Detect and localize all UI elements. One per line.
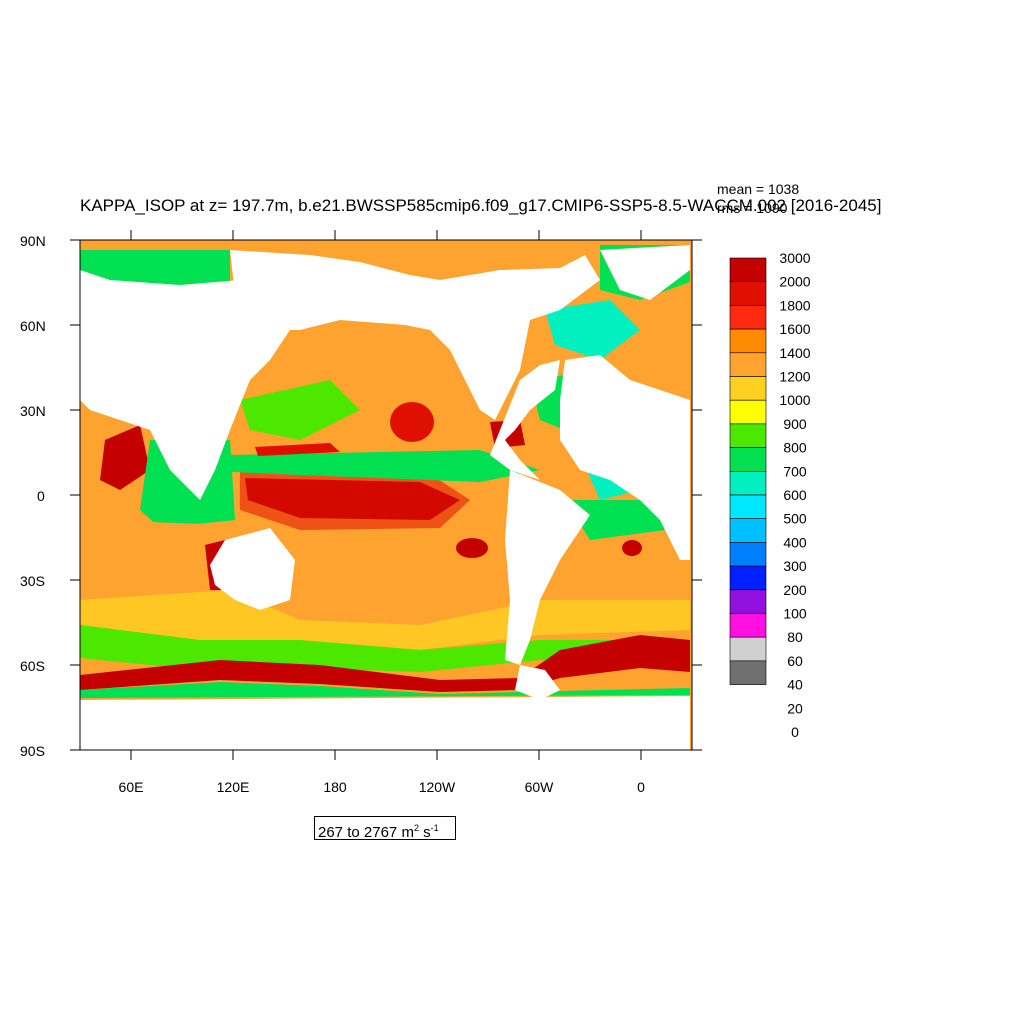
colorbar-swatch <box>729 542 767 567</box>
np-subtropical-max <box>390 402 434 442</box>
xlabel-60e: 60E <box>119 779 144 795</box>
colorbar-label: 800 <box>783 440 807 456</box>
colorbar-swatch <box>729 470 767 496</box>
indian-orange <box>90 520 235 610</box>
ylabel-0: 0 <box>37 488 45 504</box>
colorbar-label: 300 <box>783 558 807 574</box>
arabian-red <box>100 425 150 490</box>
colorbar-swatch <box>729 613 767 638</box>
southern-green <box>80 625 690 672</box>
colorbar-swatch <box>729 423 767 448</box>
colorbar-label: 1000 <box>779 392 810 408</box>
land-greenland <box>600 245 690 300</box>
land-eurasia-east <box>230 250 600 420</box>
colorbar-label: 20 <box>787 700 803 716</box>
colorbar-swatch <box>729 660 767 685</box>
colorbar-label: 700 <box>783 463 807 479</box>
y-axis <box>70 239 702 751</box>
range-exp-m: 2 <box>413 823 419 833</box>
ylabel-30n: 30N <box>20 403 46 419</box>
colorbar-label: 900 <box>783 416 807 432</box>
colorbar-swatch <box>729 399 767 425</box>
mean-stat: mean = 1038 <box>717 181 799 197</box>
colorbar-label: 600 <box>783 487 807 503</box>
range-label: 267 to 2767 m2 s-1 <box>314 816 456 841</box>
sa-red-spot <box>622 540 642 556</box>
range-low: 267 <box>318 824 344 841</box>
colorbar-label: 40 <box>787 677 803 693</box>
land-australia <box>210 528 295 610</box>
ylabel-60n: 60N <box>20 318 46 334</box>
ylabel-90n: 90N <box>20 233 46 249</box>
ylabel-30s: 30S <box>20 573 45 589</box>
trop-atl-green <box>565 500 665 540</box>
plot-title: KAPPA_ISOP at z= 197.7m, b.e21.BWSSP585c… <box>80 196 881 215</box>
colorbar-swatch <box>729 281 767 306</box>
colorbar-swatch <box>729 494 767 520</box>
colorbar-label: 1800 <box>779 297 810 313</box>
colorbar-label: 2000 <box>779 274 810 290</box>
na-cyan <box>545 300 640 360</box>
colorbar-swatch <box>729 565 767 591</box>
range-unit-m: m <box>401 824 414 841</box>
colorbar-label: 500 <box>783 511 807 527</box>
colorbar-swatch <box>729 589 767 614</box>
land-africa <box>560 355 690 560</box>
colorbar-swatch <box>729 257 767 283</box>
colorbar-label: 1200 <box>779 369 810 385</box>
range-to: to <box>347 824 360 841</box>
land-eurasia-africa-north <box>80 270 290 500</box>
land-north-america <box>490 360 560 480</box>
ylabel-90s: 90S <box>20 743 45 759</box>
colorbar-swatch <box>729 376 767 401</box>
range-unit-s: s <box>423 824 431 841</box>
colorbar-label: 80 <box>787 629 803 645</box>
colorbar-label: 400 <box>783 534 807 550</box>
colorbar-swatch <box>729 518 767 543</box>
xlabel-60w: 60W <box>525 779 555 795</box>
xlabel-120w: 120W <box>419 779 456 795</box>
xlabel-120e: 120E <box>217 779 250 795</box>
land-masses <box>80 245 690 750</box>
colorbar-label: 200 <box>783 582 807 598</box>
land-antarctic-peninsula <box>515 665 560 700</box>
xlabel-0: 0 <box>637 779 645 795</box>
np-green-band <box>230 450 540 482</box>
x-axis <box>130 230 642 760</box>
colorbar-swatch <box>729 636 767 662</box>
colorbar-label: 1600 <box>779 321 810 337</box>
sp-red-spot <box>456 538 488 558</box>
colorbar-swatch <box>729 352 767 377</box>
colorbar-label: 100 <box>783 606 807 622</box>
colorbar-label: 60 <box>787 653 803 669</box>
eq-pacific-outer <box>240 470 470 530</box>
np-green-gyre <box>240 380 360 440</box>
colorbar-label: 3000 <box>779 250 810 266</box>
colorbar-swatch <box>729 447 767 472</box>
range-high: 2767 <box>363 824 398 841</box>
land-antarctica <box>80 696 690 750</box>
colorbar-swatch <box>729 328 767 354</box>
np-red-streak <box>255 443 340 456</box>
colorbar: 3000200018001600140012001000900800700600… <box>729 250 811 740</box>
rms-stat: rms = 1090 <box>717 200 788 216</box>
colorbar-label: 1400 <box>779 345 810 361</box>
land-south-america <box>505 470 590 665</box>
range-exp-s: -1 <box>430 823 439 833</box>
arctic-green-left <box>80 250 230 290</box>
colorbar-swatch <box>729 305 767 330</box>
colorbar-label: 0 <box>791 724 799 740</box>
ylabel-60s: 60S <box>20 658 45 674</box>
xlabel-180: 180 <box>323 779 347 795</box>
